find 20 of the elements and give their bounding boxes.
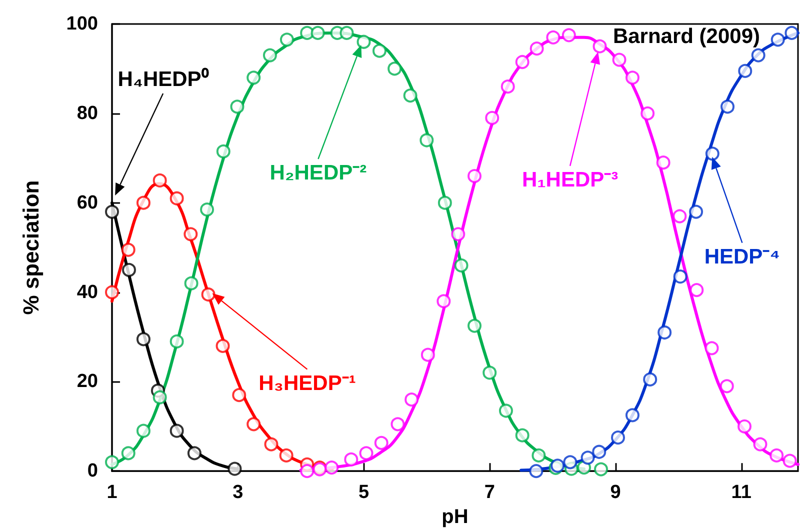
y-tick-label: 100 (66, 14, 98, 34)
x-tick-label: 5 (358, 482, 370, 504)
x-tick-label: 7 (484, 482, 495, 504)
y-tick-label: 20 (76, 371, 98, 392)
y-axis-title: % speciation (18, 180, 44, 315)
series-label: HEDP⁻⁴ (704, 245, 780, 268)
x-tick-label: 3 (232, 482, 244, 504)
x-axis-title: pH (442, 506, 468, 528)
annotation: Barnard (2009) (612, 25, 760, 48)
series-label: H₃HEDP⁻¹ (258, 372, 356, 395)
text: H₂HEDP⁻² (270, 161, 367, 184)
text: H₄HEDP⁰ (118, 66, 210, 91)
y-tick-label: 80 (76, 102, 98, 124)
x-tick-label: 11 (731, 482, 752, 504)
series-label: H₁HEDP⁻³ (522, 168, 618, 192)
y-tick-label: 0 (87, 460, 98, 482)
x-tick-label: 1 (106, 482, 118, 504)
y-tick-label: 40 (76, 282, 98, 303)
x-tick-label: 9 (610, 482, 621, 504)
y-tick-label: 60 (76, 192, 98, 214)
